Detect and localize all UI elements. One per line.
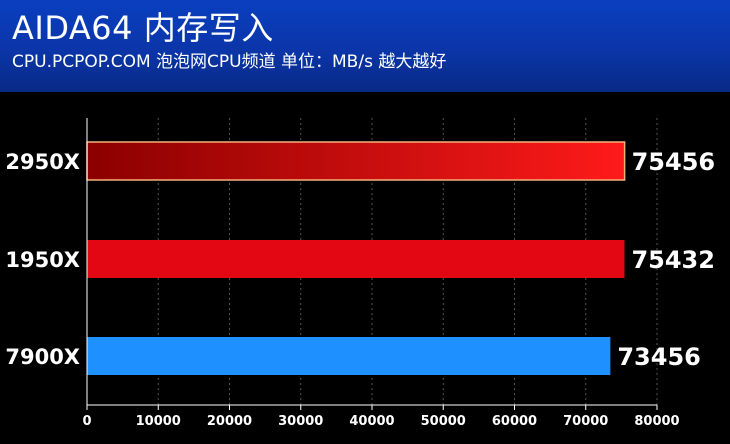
- axes: [86, 118, 658, 410]
- value-label: 75432: [631, 246, 715, 274]
- chart-title: AIDA64 内存写入: [12, 9, 274, 47]
- x-tick-label: 30000: [278, 414, 323, 429]
- chart-subtitle: CPU.PCPOP.COM 泡泡网CPU频道 单位：MB/s 越大越好: [12, 52, 447, 72]
- bar-1950x: [87, 240, 625, 278]
- bars: [86, 141, 626, 375]
- category-label: 2950X: [5, 150, 80, 174]
- x-tick-label: 0: [82, 414, 91, 429]
- x-tick-label: 70000: [563, 414, 608, 429]
- x-tick-label: 60000: [492, 414, 537, 429]
- x-tick-label: 80000: [634, 414, 679, 429]
- value-label: 73456: [617, 343, 701, 371]
- x-tick-label: 20000: [207, 414, 252, 429]
- x-tick-label: 50000: [421, 414, 466, 429]
- x-tick-label: 40000: [349, 414, 394, 429]
- x-tick-label: 10000: [136, 414, 181, 429]
- value-label: 75456: [632, 148, 716, 176]
- labels: 2950X 75456 1950X 75432 7900X 73456 0 10000 2000…: [5, 148, 715, 429]
- category-label: 7900X: [5, 345, 80, 369]
- chart-header: AIDA64 内存写入 CPU.PCPOP.COM 泡泡网CPU频道 单位：MB…: [0, 0, 730, 92]
- category-label: 1950X: [5, 248, 80, 272]
- bar-2950x: [86, 141, 626, 181]
- bar-7900x: [87, 337, 611, 375]
